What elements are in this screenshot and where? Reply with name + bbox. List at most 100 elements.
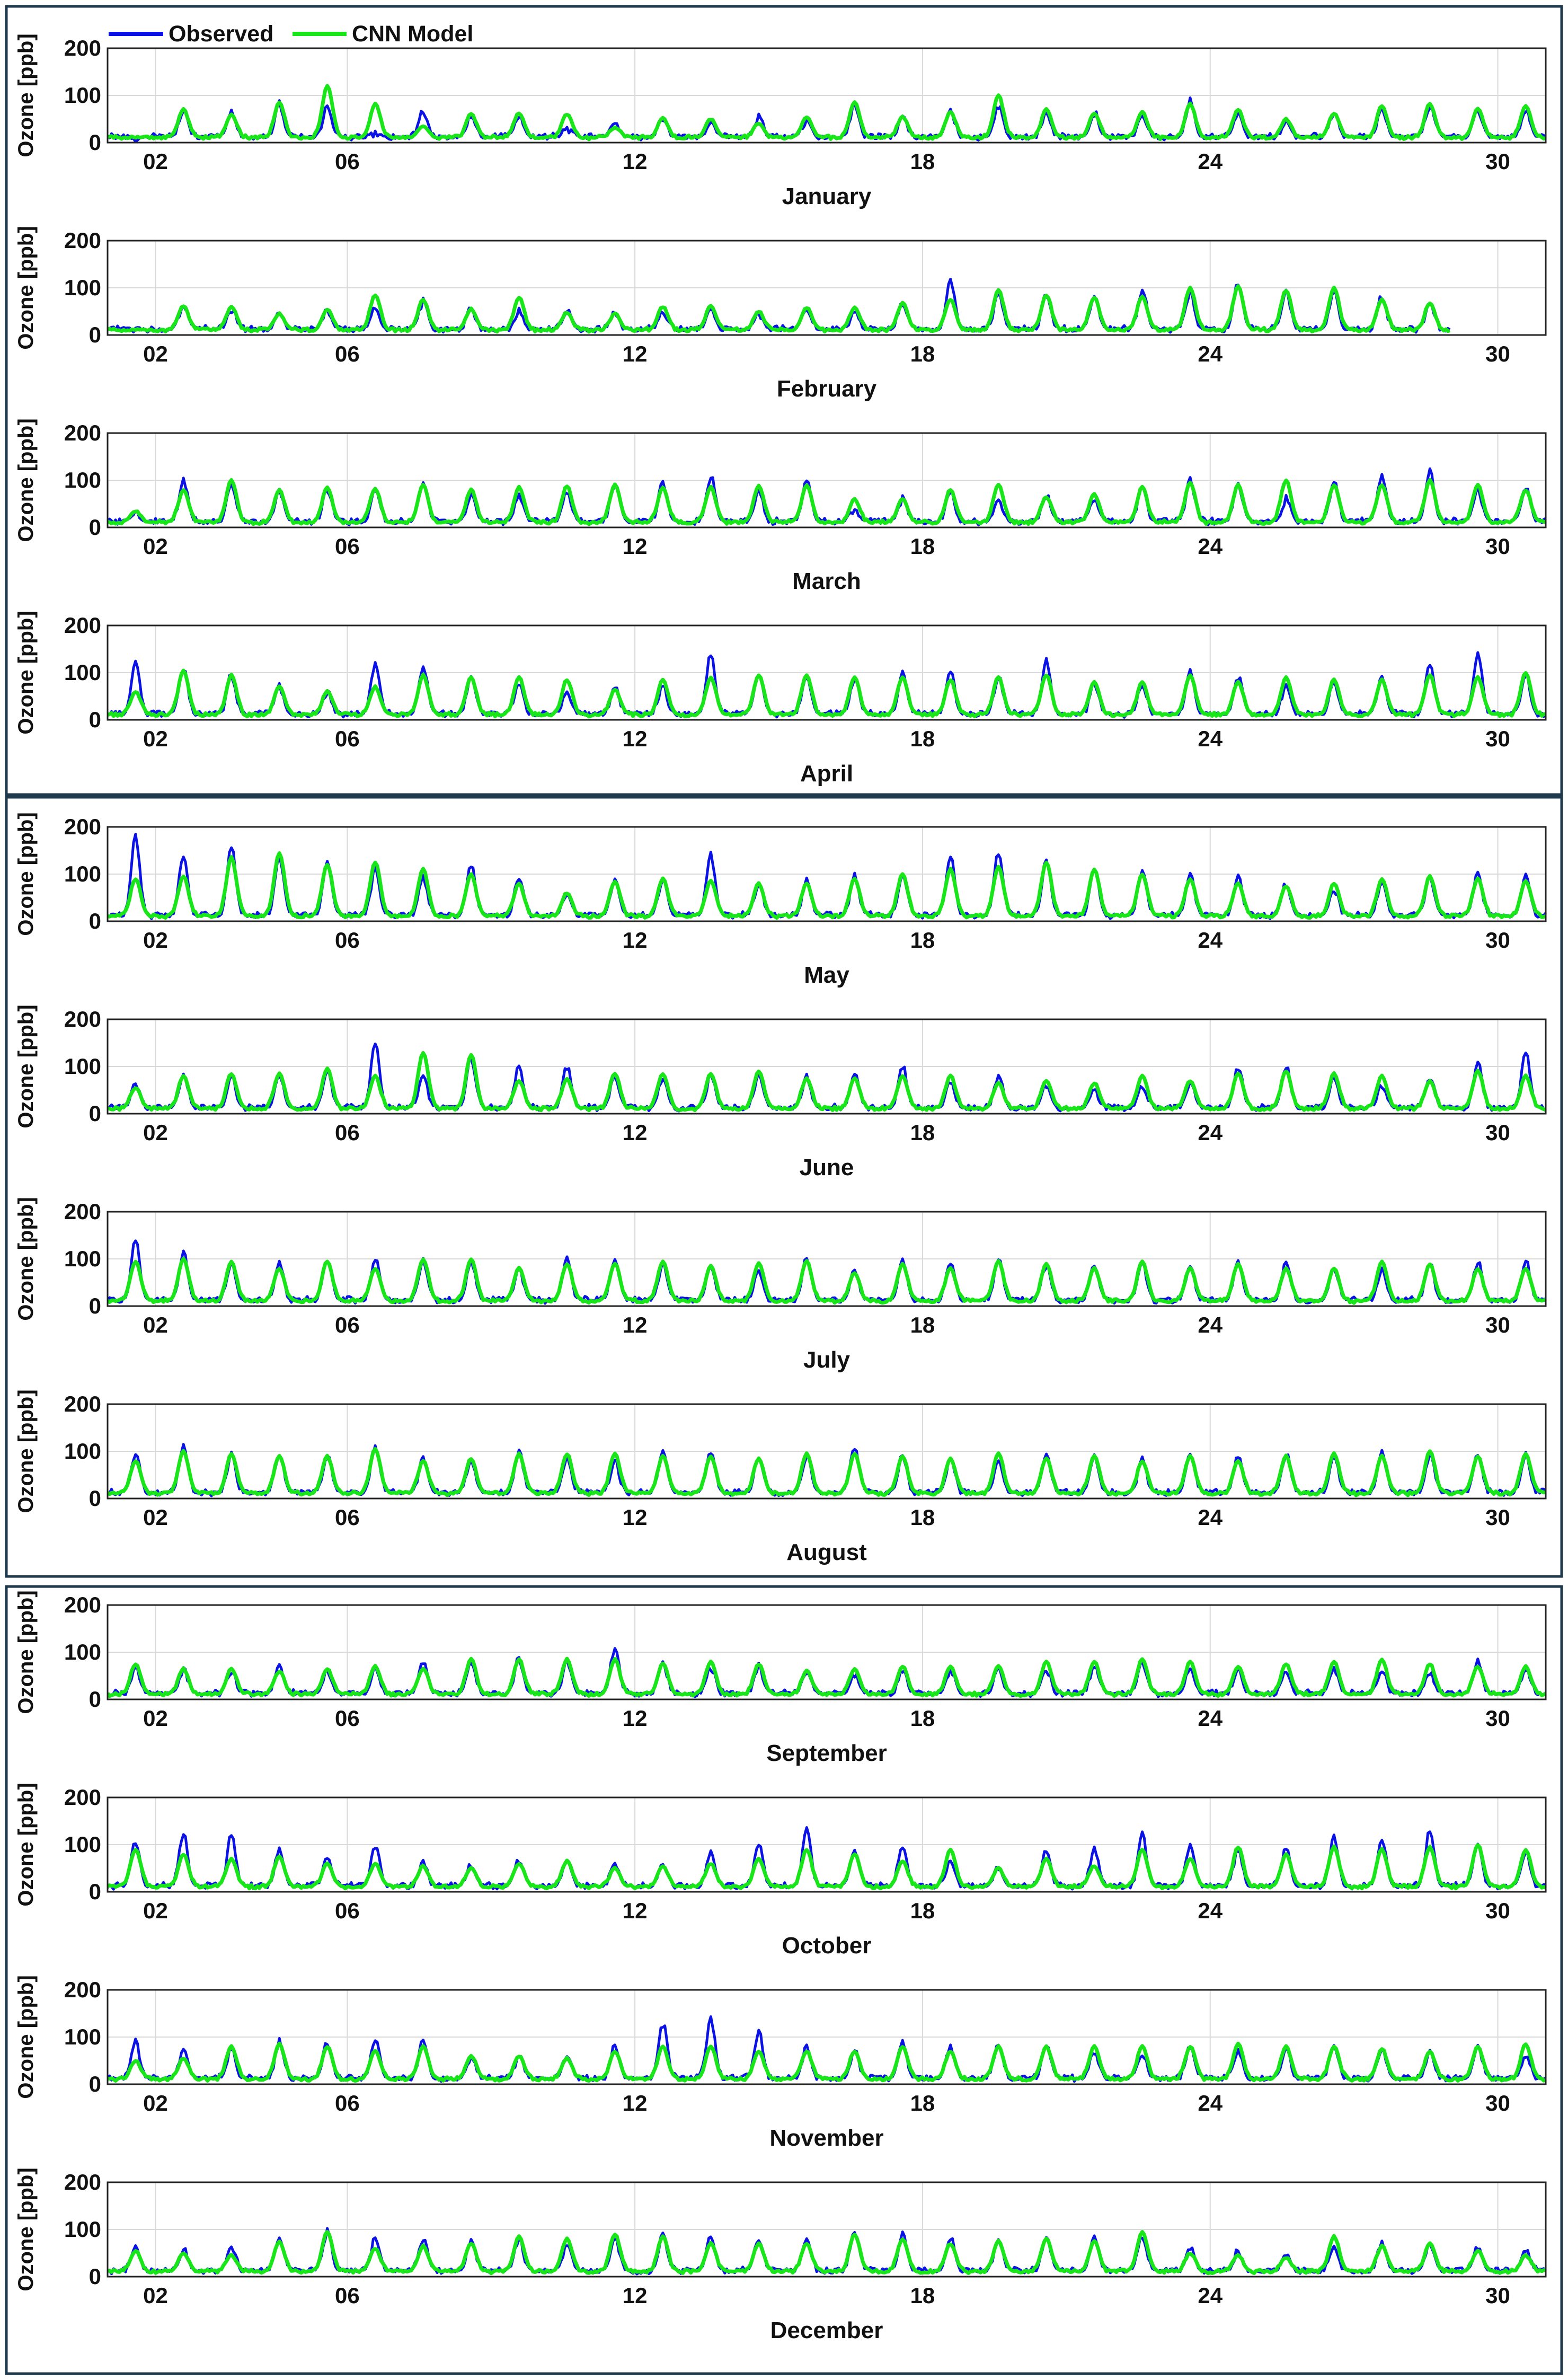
month-label: October <box>782 1933 872 1959</box>
axes-border <box>107 624 1547 721</box>
x-tick-label: 30 <box>1485 1505 1510 1530</box>
series-cnn-model-line <box>108 284 1451 334</box>
y-tick-label: 100 <box>64 1246 101 1271</box>
x-tick-label: 24 <box>1198 1312 1222 1337</box>
y-tick-label: 100 <box>64 1639 101 1664</box>
x-tick-label: 02 <box>143 534 168 559</box>
y-tick-label: 100 <box>64 2024 101 2049</box>
axes-border <box>107 1989 1547 2085</box>
x-tick-label: 06 <box>335 534 360 559</box>
y-tick-label: 0 <box>89 707 101 732</box>
axes-border <box>107 2181 1547 2278</box>
y-tick-label: 0 <box>89 1879 101 1904</box>
x-tick-label: 30 <box>1485 2283 1510 2308</box>
month-label: June <box>800 1154 854 1180</box>
subplot-may: 0 100 200 02 06 12 18 24 30 Ozone [ppb] May <box>14 812 1547 988</box>
month-label: August <box>786 1539 867 1565</box>
x-tick-label: 30 <box>1485 534 1510 559</box>
subplot-january: 0 100 200 02 06 12 18 24 30 Ozone [ppb] January <box>14 33 1547 209</box>
y-axis-label: Ozone [ppb] <box>14 611 38 734</box>
x-tick-label: 06 <box>335 1312 360 1337</box>
group-frame <box>5 5 1563 796</box>
x-tick-label: 18 <box>910 726 935 751</box>
x-tick-label: 24 <box>1198 534 1222 559</box>
series-cnn-model-line <box>108 84 1546 142</box>
series-cnn-model-line <box>108 1843 1546 1891</box>
x-tick-label: 12 <box>623 1706 648 1731</box>
y-tick-label: 0 <box>89 1486 101 1511</box>
y-tick-label: 200 <box>64 814 101 839</box>
month-label: March <box>792 568 861 594</box>
y-tick-label: 200 <box>64 228 101 253</box>
series-cnn-model-line <box>108 668 1546 719</box>
x-tick-label: 18 <box>910 534 935 559</box>
x-tick-label: 12 <box>623 534 648 559</box>
x-tick-label: 12 <box>623 149 648 174</box>
x-tick-label: 30 <box>1485 149 1510 174</box>
x-tick-label: 24 <box>1198 1505 1222 1530</box>
y-tick-label: 0 <box>89 909 101 933</box>
group-frame <box>5 1585 1563 2375</box>
y-tick-label: 200 <box>64 420 101 445</box>
subplot-july: 0 100 200 02 06 12 18 24 30 Ozone [ppb] July <box>14 1197 1547 1373</box>
series-cnn-model-line <box>108 2041 1546 2083</box>
x-tick-label: 30 <box>1485 1898 1510 1923</box>
x-tick-label: 12 <box>623 1505 648 1530</box>
series-cnn-model-line <box>108 478 1546 526</box>
month-label: September <box>766 1740 887 1766</box>
x-tick-label: 02 <box>143 2091 168 2115</box>
y-axis-label: Ozone [ppb] <box>14 1975 38 2099</box>
month-label: January <box>782 183 872 209</box>
subplot-november: 0 100 200 02 06 12 18 24 30 Ozone [ppb] November <box>14 1975 1547 2151</box>
axes-border <box>107 1796 1547 1893</box>
y-tick-label: 0 <box>89 1687 101 1712</box>
y-tick-label: 200 <box>64 1785 101 1810</box>
series-cnn-model-line <box>108 1447 1546 1497</box>
month-label: February <box>777 376 877 402</box>
x-tick-label: 02 <box>143 928 168 953</box>
x-tick-label: 24 <box>1198 149 1222 174</box>
x-tick-label: 02 <box>143 149 168 174</box>
group-frames <box>5 5 1563 2375</box>
subplot-june: 0 100 200 02 06 12 18 24 30 Ozone [ppb] June <box>14 1004 1547 1180</box>
y-tick-label: 100 <box>64 468 101 492</box>
x-tick-label: 06 <box>335 1505 360 1530</box>
x-tick-label: 06 <box>335 341 360 366</box>
y-axis-label: Ozone [ppb] <box>14 226 38 349</box>
y-tick-label: 100 <box>64 275 101 300</box>
month-label: December <box>770 2317 883 2343</box>
x-tick-label: 12 <box>623 1898 648 1923</box>
y-axis-label: Ozone [ppb] <box>14 2167 38 2291</box>
x-tick-label: 02 <box>143 1505 168 1530</box>
x-tick-label: 06 <box>335 2091 360 2115</box>
x-tick-label: 18 <box>910 149 935 174</box>
x-tick-label: 06 <box>335 928 360 953</box>
x-tick-label: 12 <box>623 726 648 751</box>
y-axis-label: Ozone [ppb] <box>14 1783 38 1906</box>
x-tick-label: 12 <box>623 341 648 366</box>
axes-border <box>107 1211 1547 1307</box>
x-tick-label: 02 <box>143 726 168 751</box>
y-axis-label: Ozone [ppb] <box>14 1590 38 1714</box>
x-tick-label: 30 <box>1485 341 1510 366</box>
y-tick-label: 100 <box>64 1439 101 1464</box>
legend: Observed CNN Model <box>109 21 473 47</box>
axes-border <box>107 1403 1547 1500</box>
subplot-february: 0 100 200 02 06 12 18 24 30 Ozone [ppb] February <box>14 226 1547 402</box>
y-tick-label: 200 <box>64 613 101 638</box>
x-tick-label: 30 <box>1485 928 1510 953</box>
y-tick-label: 100 <box>64 1832 101 1857</box>
y-tick-label: 0 <box>89 2072 101 2096</box>
y-axis-label: Ozone [ppb] <box>14 33 38 157</box>
subplot-december: 0 100 200 02 06 12 18 24 30 Ozone [ppb] December <box>14 2167 1547 2343</box>
series-cnn-model-line <box>108 1257 1546 1305</box>
x-tick-label: 30 <box>1485 2091 1510 2115</box>
x-tick-label: 18 <box>910 341 935 366</box>
series-cnn-model-line <box>108 1656 1546 1698</box>
y-tick-label: 200 <box>64 1391 101 1416</box>
x-tick-label: 06 <box>335 1120 360 1145</box>
series-cnn-model-line <box>108 851 1546 920</box>
subplot-september: 0 100 200 02 06 12 18 24 30 Ozone [ppb] September <box>14 1590 1547 1766</box>
x-tick-label: 24 <box>1198 928 1222 953</box>
y-tick-label: 0 <box>89 322 101 347</box>
